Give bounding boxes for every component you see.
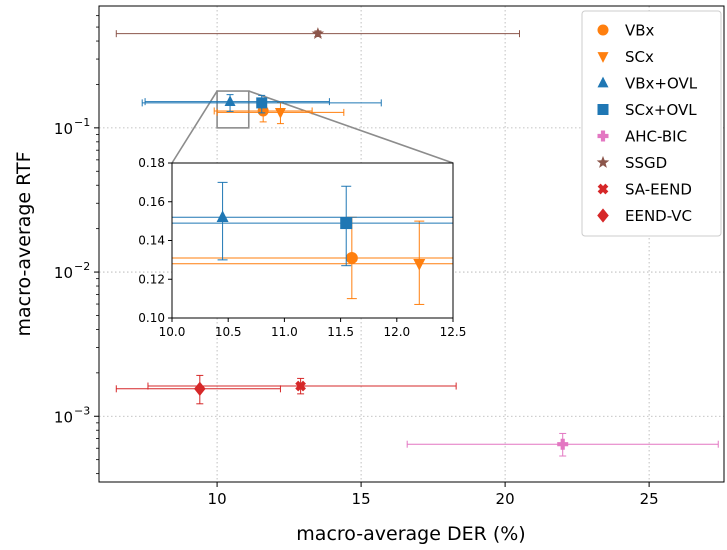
inset-point-vbx: [345, 251, 358, 264]
inset-background: [172, 163, 453, 318]
y-tick-exponent: −2: [74, 260, 90, 273]
point-scx-ovl: [256, 97, 268, 109]
legend-label-ssgd: SSGD: [625, 154, 667, 172]
legend-label-ahc-bic: AHC-BIC: [625, 128, 687, 146]
legend-box: [581, 10, 722, 237]
legend-marker-vbx: [597, 24, 609, 36]
legend-label-scx: SCx: [625, 48, 654, 66]
zoom-region-box: [216, 90, 250, 129]
point-sa-eend-shape: [295, 380, 306, 392]
inset-axes: 10.0 10.5 11.0 11.5 12.0 12.5 0.10 0.12 0.14 0.16…: [138, 156, 466, 339]
point-ssgd: [311, 27, 325, 40]
inset-marks: [172, 181, 453, 305]
legend-label-eend-vc: EEND-VC: [625, 207, 692, 225]
y-tick-exponent: −1: [74, 116, 90, 129]
main-plot-marks: [115, 27, 719, 457]
point-scx: [274, 108, 286, 119]
legend-label-vbx-ovl: VBx+OVL: [625, 75, 698, 93]
inset-point-scx-ovl: [340, 217, 353, 230]
legend-marker-eend-vc: [597, 208, 609, 223]
legend-label-vbx: VBx: [625, 22, 655, 40]
legend-label-sa-eend: SA-EEND: [625, 181, 692, 199]
legend-label-scx-ovl: SCx+OVL: [625, 101, 697, 119]
inset-x-tick-label: 10.5: [215, 325, 242, 339]
point-eend-vc: [194, 381, 206, 396]
inset-y-tick-label: 0.18: [138, 156, 165, 170]
legend-marker-scx: [597, 52, 609, 63]
point-ahc-bic: [557, 438, 569, 450]
legend-marker-sa-eend-shape: [597, 183, 609, 195]
y-tick-label: 10: [54, 120, 73, 138]
inset-x-tick-label: 12.0: [383, 325, 410, 339]
inset-y-tick-label: 0.16: [138, 195, 165, 209]
inset-y-tick-label: 0.12: [138, 272, 165, 286]
inset-x-tick-label: 11.5: [327, 325, 354, 339]
x-tick-label: 10: [208, 490, 227, 508]
y-tick-exponent: −3: [74, 404, 90, 417]
inset-y-tick-label: 0.10: [138, 311, 165, 325]
inset-point-vbx-ovl: [216, 210, 229, 223]
x-tick-label: 20: [496, 490, 515, 508]
x-axis-label: macro-average DER (%): [296, 523, 525, 545]
inset-point-scx: [413, 258, 426, 271]
y-axis-label: macro-average RTF: [13, 152, 35, 337]
legend: VBx SCx VBx+OVL SCx+OVL AHC-BIC SSGD SA-EEND EE…: [596, 22, 698, 225]
y-tick-label: 10: [54, 408, 73, 426]
y-tick-label: 10: [54, 264, 73, 282]
legend-marker-scx-ovl: [597, 104, 609, 115]
point-sa-eend: [295, 380, 306, 392]
main-plot-frame: [98, 5, 725, 483]
legend-marker-vbx-ovl: [597, 76, 609, 88]
legend-marker-ssgd: [596, 155, 610, 168]
x-tick-label: 25: [640, 490, 659, 508]
inset-y-tick-label: 0.14: [138, 234, 165, 248]
legend-marker-sa-eend: [597, 183, 609, 195]
legend-marker-ahc-bic: [597, 130, 609, 142]
x-tick-label: 15: [352, 490, 371, 508]
inset-x-tick-label: 12.5: [440, 325, 467, 339]
inset-x-tick-label: 10.0: [159, 325, 186, 339]
inset-x-tick-label: 11.0: [271, 325, 298, 339]
point-vbx-ovl: [224, 95, 236, 107]
